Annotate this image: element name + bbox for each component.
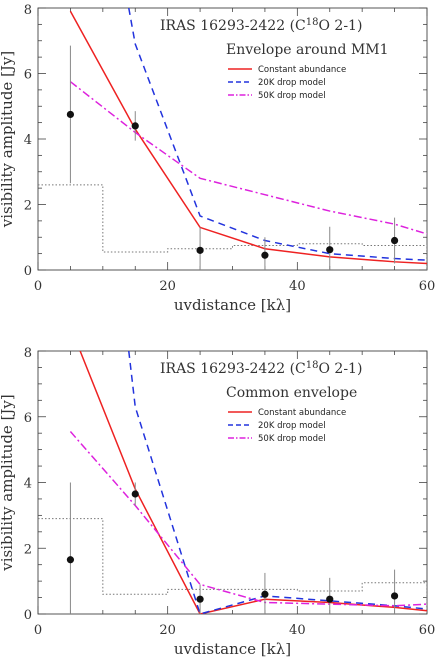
y-tick-label: 4 (24, 477, 32, 492)
chart-panel-1: 0 20 40 60 0 2 4 6 8 uvdistance [kλ] visibility am… (0, 3, 435, 314)
y-tick-label: 0 (24, 608, 32, 623)
chart-panel-2: 0 20 40 60 0 2 4 6 8 uvdistance [kλ] visibility am… (0, 346, 435, 658)
plot-area (38, 351, 427, 614)
chart-title: IRAS 16293-2422 (C18O 2-1) (160, 360, 362, 377)
chart-title-part: IRAS 16293-2422 (C (160, 18, 306, 34)
chart-subtitle: Common envelope (226, 385, 357, 401)
chart-title-superscript: 18 (306, 360, 319, 371)
x-axis-label: uvdistance [kλ] (174, 640, 291, 658)
x-tick-label: 0 (34, 623, 42, 638)
x-tick-label: 20 (159, 279, 176, 294)
data-point (390, 236, 399, 245)
data-point (131, 490, 139, 498)
plot-area (38, 8, 427, 270)
chart-title-part: IRAS 16293-2422 (C (160, 361, 306, 377)
x-tick-label: 60 (419, 279, 436, 294)
noise-histogram (38, 184, 427, 270)
data-point (261, 590, 269, 598)
y-tick-label: 2 (24, 199, 32, 214)
data-point (66, 556, 75, 564)
y-tick-label: 4 (24, 133, 32, 148)
y-tick-label: 6 (24, 411, 32, 426)
y-tick-label: 8 (24, 346, 32, 361)
series-line-50k-drop-model (69, 81, 427, 235)
data-point (196, 595, 204, 603)
chart-title-part: O 2-1) (318, 361, 362, 377)
legend-label: 50K drop model (258, 434, 326, 444)
x-tick-label: 60 (419, 623, 436, 638)
data-point (196, 246, 204, 254)
data-point (261, 251, 269, 259)
data-point (390, 592, 399, 600)
y-tick-label: 2 (24, 542, 32, 557)
y-tick-label: 8 (24, 3, 32, 18)
data-point (326, 595, 334, 603)
x-tick-label: 40 (289, 279, 306, 294)
data-point (131, 122, 139, 130)
legend-label: 20K drop model (258, 78, 326, 88)
y-axis-label: visibility amplitude [Jy] (0, 394, 16, 572)
chart-title: IRAS 16293-2422 (C18O 2-1) (160, 17, 362, 34)
legend-label: Constant abundance (258, 65, 346, 75)
data-point (326, 246, 334, 254)
chart-title-superscript: 18 (306, 17, 319, 28)
legend-label: 20K drop model (258, 421, 326, 431)
y-tick-label: 0 (24, 264, 32, 279)
data-point (66, 110, 75, 119)
series-line-50k-drop-model (69, 431, 427, 607)
legend-label: Constant abundance (258, 408, 346, 418)
x-tick-label: 20 (159, 623, 176, 638)
y-tick-label: 6 (24, 68, 32, 83)
x-axis-label: uvdistance [kλ] (174, 296, 291, 314)
y-axis-label: visibility amplitude [Jy] (0, 51, 16, 229)
x-tick-label: 0 (34, 279, 42, 294)
chart-subtitle: Envelope around MM1 (226, 42, 389, 58)
noise-histogram (38, 518, 427, 614)
x-tick-label: 40 (289, 623, 306, 638)
legend-label: 50K drop model (258, 91, 326, 101)
chart-title-part: O 2-1) (318, 18, 362, 34)
